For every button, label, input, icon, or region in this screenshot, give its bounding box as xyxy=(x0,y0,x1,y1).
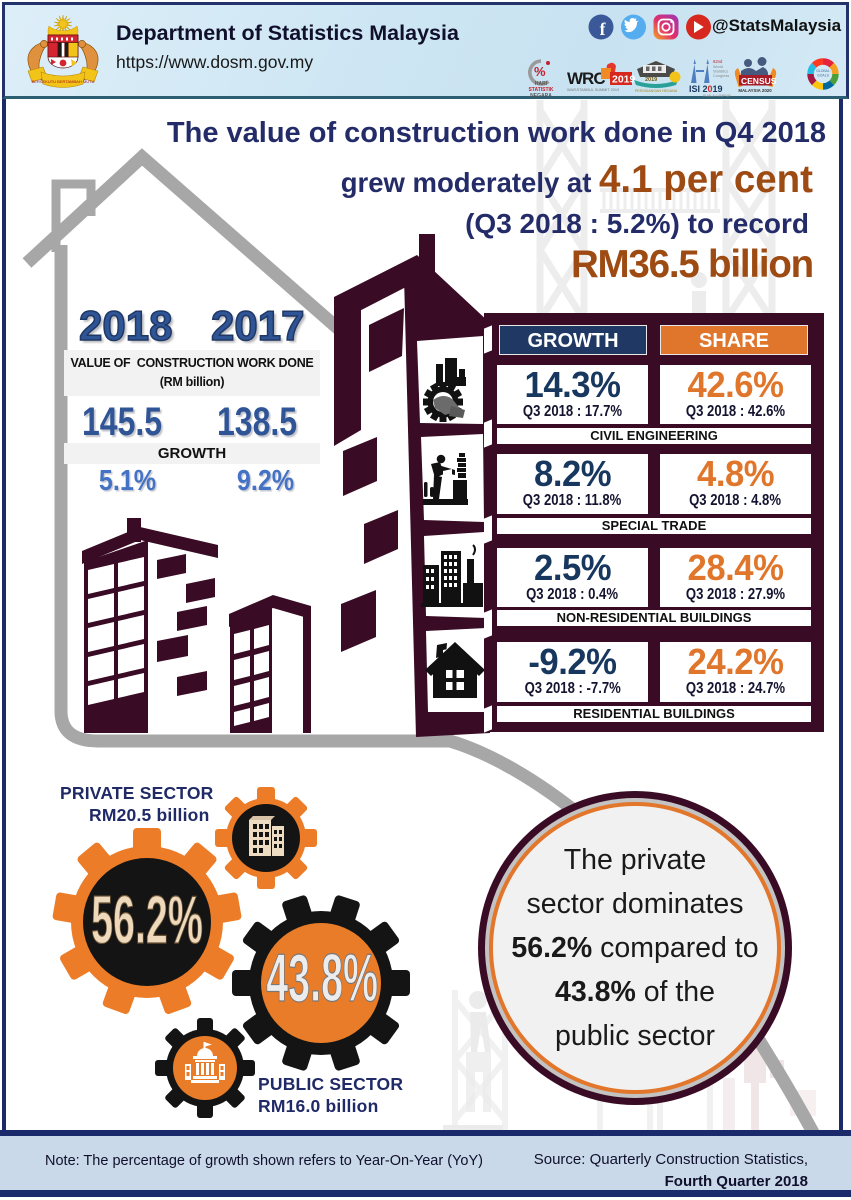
svg-text:2019: 2019 xyxy=(645,77,657,83)
svg-text:43.8%: 43.8% xyxy=(266,940,378,1016)
svg-text:WRC: WRC xyxy=(567,69,605,88)
svg-text:KUALA LUMPUR: KUALA LUMPUR xyxy=(703,94,731,98)
svg-text:2019: 2019 xyxy=(612,74,636,86)
svg-text:Congress: Congress xyxy=(713,74,729,78)
svg-text:WAISSTANBUL SUMMIT 2019: WAISSTANBUL SUMMIT 2019 xyxy=(567,88,619,92)
svg-text:ISI 2019: ISI 2019 xyxy=(689,84,723,94)
svg-text:STATISTIK: STATISTIK xyxy=(528,87,553,93)
svg-text:%: % xyxy=(534,64,546,79)
svg-text:f: f xyxy=(600,19,606,39)
svg-text:Statistics: Statistics xyxy=(713,70,728,74)
svg-text:56.2%: 56.2% xyxy=(91,882,203,958)
svg-text:HARI: HARI xyxy=(535,81,548,87)
svg-text:BERSEKUTU BERTAMBAH MUTU: BERSEKUTU BERTAMBAH MUTU xyxy=(32,79,95,84)
svg-text:NEGARA: NEGARA xyxy=(530,93,552,99)
svg-text:CENSUS: CENSUS xyxy=(741,76,777,86)
svg-text:MALAYSIA 2020: MALAYSIA 2020 xyxy=(738,88,772,93)
svg-text:GLOBAL: GLOBAL xyxy=(816,69,830,73)
svg-text:World: World xyxy=(713,65,723,69)
svg-text:PERSIDANGAN HEGANA: PERSIDANGAN HEGANA xyxy=(635,89,678,93)
svg-text:62nd: 62nd xyxy=(713,59,723,64)
svg-text:GOALS: GOALS xyxy=(817,74,829,78)
